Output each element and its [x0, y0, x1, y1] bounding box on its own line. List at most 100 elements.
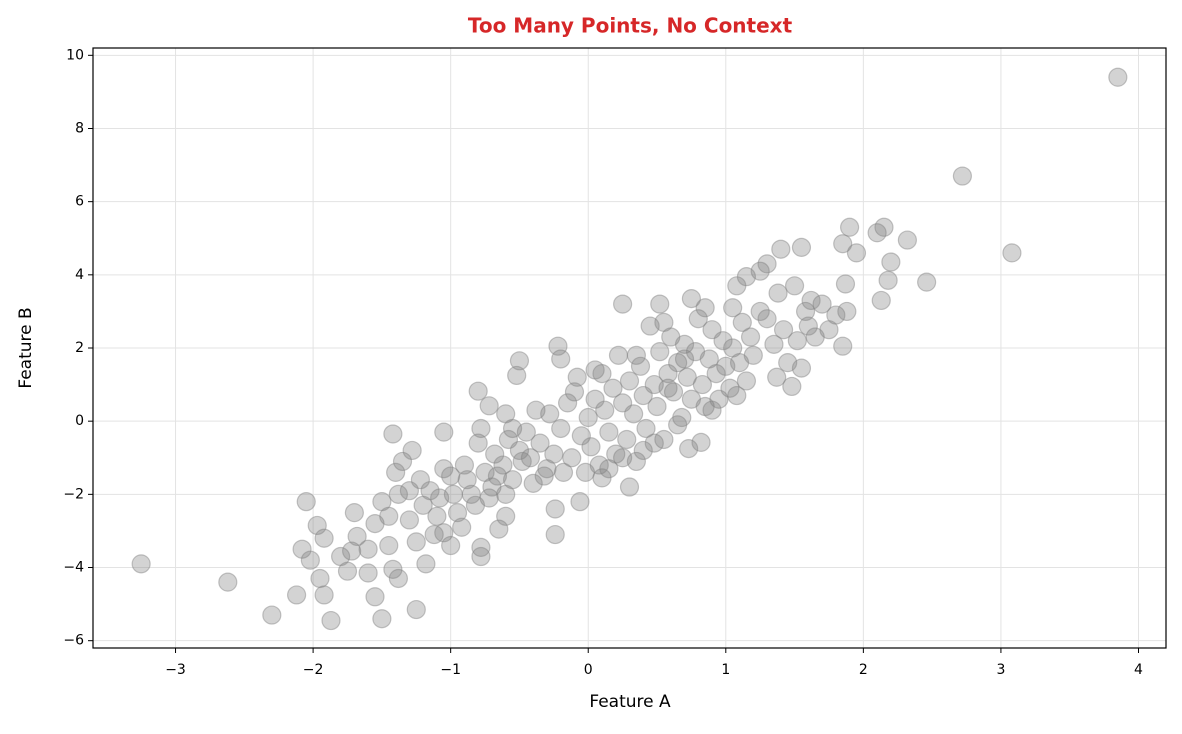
point — [420, 481, 440, 501]
x-tick-label: 4 — [1134, 662, 1143, 678]
point — [461, 484, 481, 504]
point — [713, 331, 733, 351]
point — [292, 539, 312, 559]
point — [347, 526, 367, 547]
point — [562, 448, 582, 468]
point — [310, 568, 330, 589]
point — [644, 433, 664, 453]
point — [677, 367, 697, 387]
point — [399, 510, 419, 530]
grid — [93, 48, 1166, 648]
point — [706, 364, 726, 384]
point — [681, 289, 702, 309]
point — [482, 477, 502, 497]
y-tick-label: 0 — [75, 413, 84, 429]
point — [314, 585, 334, 605]
point — [526, 400, 546, 420]
point — [709, 389, 729, 409]
point — [720, 378, 740, 398]
point — [633, 385, 653, 406]
point — [727, 385, 747, 406]
point — [479, 488, 499, 508]
point — [658, 378, 678, 398]
point — [702, 320, 722, 340]
point — [630, 356, 651, 376]
point — [365, 587, 385, 607]
x-tick-label: 1 — [721, 662, 730, 678]
point — [654, 312, 674, 332]
point — [595, 400, 615, 420]
point — [342, 541, 362, 561]
point — [603, 378, 623, 398]
y-tick-label: 6 — [75, 194, 84, 210]
point — [443, 484, 464, 504]
point — [723, 298, 743, 318]
point — [729, 353, 750, 373]
point — [636, 418, 656, 439]
point — [296, 492, 316, 512]
point — [575, 462, 596, 482]
point — [668, 353, 688, 373]
point — [846, 243, 867, 263]
point — [493, 455, 513, 475]
point — [633, 440, 653, 461]
point — [372, 609, 392, 629]
point — [874, 217, 894, 237]
point — [837, 301, 857, 322]
point — [1108, 67, 1128, 87]
point — [723, 338, 743, 358]
point — [599, 422, 619, 442]
point — [564, 382, 585, 402]
point — [392, 451, 413, 472]
point — [465, 495, 486, 515]
point — [644, 374, 664, 395]
point — [489, 519, 509, 539]
point — [867, 223, 887, 243]
point — [750, 261, 770, 281]
point — [764, 334, 784, 354]
point — [826, 305, 846, 325]
point — [502, 470, 523, 490]
point — [540, 404, 560, 424]
point — [617, 429, 637, 450]
x-tick-label: −1 — [440, 662, 461, 678]
point — [716, 356, 736, 376]
point — [496, 484, 516, 504]
point — [441, 466, 461, 486]
point — [791, 237, 812, 257]
point — [386, 462, 406, 482]
point — [534, 466, 554, 486]
point — [727, 276, 747, 296]
point — [551, 418, 571, 439]
y-tick-label: −4 — [63, 560, 84, 576]
point — [743, 345, 763, 365]
point — [782, 376, 802, 397]
point — [365, 514, 385, 534]
point — [471, 418, 491, 439]
x-axis-label: Feature A — [589, 692, 671, 712]
point — [801, 290, 821, 311]
point — [344, 503, 364, 523]
point — [585, 389, 605, 409]
point — [699, 349, 719, 369]
point — [452, 517, 472, 537]
x-tick-label: 0 — [584, 662, 593, 678]
point — [917, 272, 937, 292]
point — [608, 345, 629, 365]
point — [767, 367, 787, 387]
point — [502, 418, 523, 439]
point — [379, 535, 399, 556]
point — [661, 327, 681, 347]
point — [578, 407, 598, 428]
point — [592, 364, 612, 384]
point — [835, 274, 856, 294]
point — [784, 276, 805, 296]
point — [732, 312, 752, 332]
point — [757, 254, 777, 274]
point — [548, 336, 568, 356]
point — [674, 334, 695, 354]
point — [619, 371, 640, 391]
point — [613, 393, 633, 413]
point — [537, 459, 557, 479]
